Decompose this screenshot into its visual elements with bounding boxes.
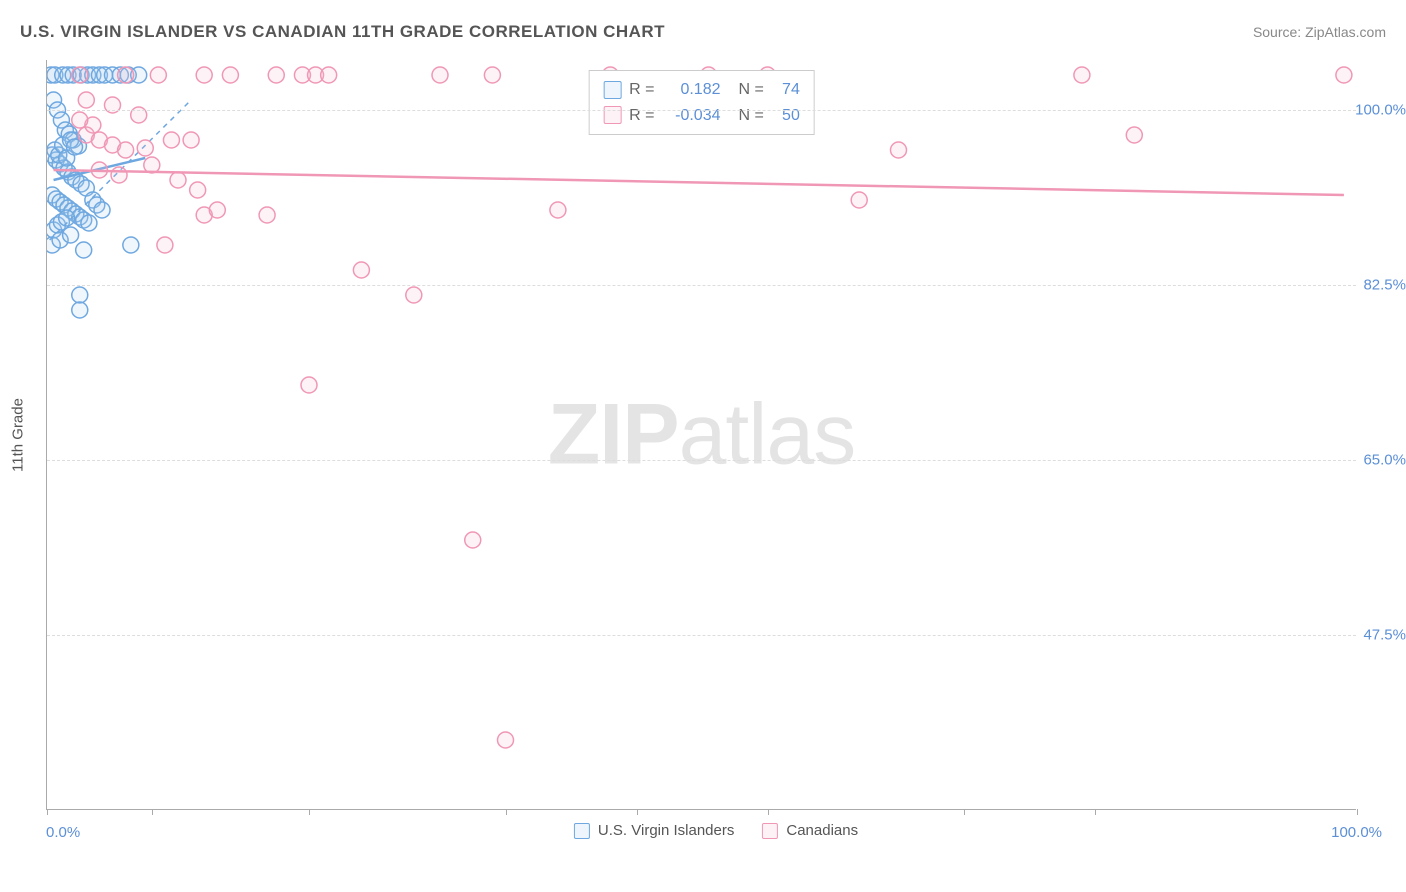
scatter-point [94, 202, 110, 218]
scatter-point [1126, 127, 1142, 143]
stats-n-label: N = [739, 77, 764, 103]
x-tick [309, 809, 310, 815]
y-tick-label: 47.5% [1363, 627, 1406, 644]
stats-legend: R = 0.182 N = 74 R = -0.034 N = 50 [588, 70, 815, 135]
y-tick-label: 65.0% [1363, 452, 1406, 469]
bottom-legend-item: Canadians [762, 822, 858, 839]
scatter-point [150, 67, 166, 83]
x-tick [1095, 809, 1096, 815]
plot-area: ZIPatlas R =0.182N =74R =-0.034N =50 47.… [46, 60, 1356, 810]
scatter-point [465, 532, 481, 548]
scatter-point [498, 732, 514, 748]
stats-legend-row: R = -0.034 N = 50 [603, 103, 800, 129]
scatter-point [72, 287, 88, 303]
scatter-point [72, 67, 88, 83]
scatter-point [891, 142, 907, 158]
scatter-point [484, 67, 500, 83]
scatter-point [72, 302, 88, 318]
scatter-point [550, 202, 566, 218]
x-tick [637, 809, 638, 815]
stats-r-value: -0.034 [663, 103, 721, 129]
x-tick [768, 809, 769, 815]
source-label: Source: ZipAtlas.com [1253, 24, 1386, 40]
scatter-point [163, 132, 179, 148]
scatter-svg [47, 60, 1357, 810]
scatter-point [157, 237, 173, 253]
scatter-point [1074, 67, 1090, 83]
y-axis-title: 11th Grade [10, 398, 27, 472]
stats-n-value: 50 [772, 103, 800, 129]
scatter-point [259, 207, 275, 223]
stats-legend-row: R = 0.182 N = 74 [603, 77, 800, 103]
scatter-point [851, 192, 867, 208]
stats-r-label: R = [629, 103, 654, 129]
scatter-point [137, 140, 153, 156]
scatter-point [222, 67, 238, 83]
scatter-point [301, 377, 317, 393]
chart-title: U.S. VIRGIN ISLANDER VS CANADIAN 11TH GR… [20, 22, 665, 42]
scatter-point [111, 167, 127, 183]
plot-wrap: 11th Grade ZIPatlas R =0.182N =74R =-0.0… [46, 60, 1386, 810]
scatter-point [183, 132, 199, 148]
gridline [47, 285, 1356, 286]
bottom-legend: U.S. Virgin Islanders Canadians [574, 822, 858, 839]
scatter-point [78, 92, 94, 108]
x-tick [964, 809, 965, 815]
scatter-point [406, 287, 422, 303]
legend-swatch [574, 823, 590, 839]
scatter-point [63, 227, 79, 243]
scatter-point [1336, 67, 1352, 83]
x-tick [47, 809, 48, 815]
legend-swatch [603, 81, 621, 99]
x-tick [506, 809, 507, 815]
scatter-point [67, 139, 83, 155]
x-max-label: 100.0% [1331, 824, 1382, 841]
scatter-point [170, 172, 186, 188]
scatter-point [81, 215, 97, 231]
scatter-point [190, 182, 206, 198]
gridline [47, 460, 1356, 461]
scatter-point [196, 67, 212, 83]
x-tick [1357, 809, 1358, 815]
stats-r-value: 0.182 [663, 77, 721, 103]
y-tick-label: 100.0% [1355, 102, 1406, 119]
legend-swatch [762, 823, 778, 839]
scatter-point [321, 67, 337, 83]
bottom-legend-item: U.S. Virgin Islanders [574, 822, 734, 839]
scatter-point [118, 67, 134, 83]
x-axis-row: 0.0% U.S. Virgin Islanders Canadians 100.… [46, 824, 1386, 854]
scatter-point [123, 237, 139, 253]
y-tick-label: 82.5% [1363, 277, 1406, 294]
stats-r-label: R = [629, 77, 654, 103]
scatter-point [72, 112, 88, 128]
scatter-point [209, 202, 225, 218]
x-tick [152, 809, 153, 815]
gridline [47, 635, 1356, 636]
scatter-point [76, 242, 92, 258]
scatter-point [432, 67, 448, 83]
trend-line [54, 170, 1344, 195]
legend-label: U.S. Virgin Islanders [598, 822, 734, 839]
scatter-point [268, 67, 284, 83]
scatter-point [118, 142, 134, 158]
x-min-label: 0.0% [46, 824, 80, 841]
scatter-point [353, 262, 369, 278]
legend-label: Canadians [786, 822, 858, 839]
stats-n-label: N = [739, 103, 764, 129]
gridline [47, 110, 1356, 111]
stats-n-value: 74 [772, 77, 800, 103]
